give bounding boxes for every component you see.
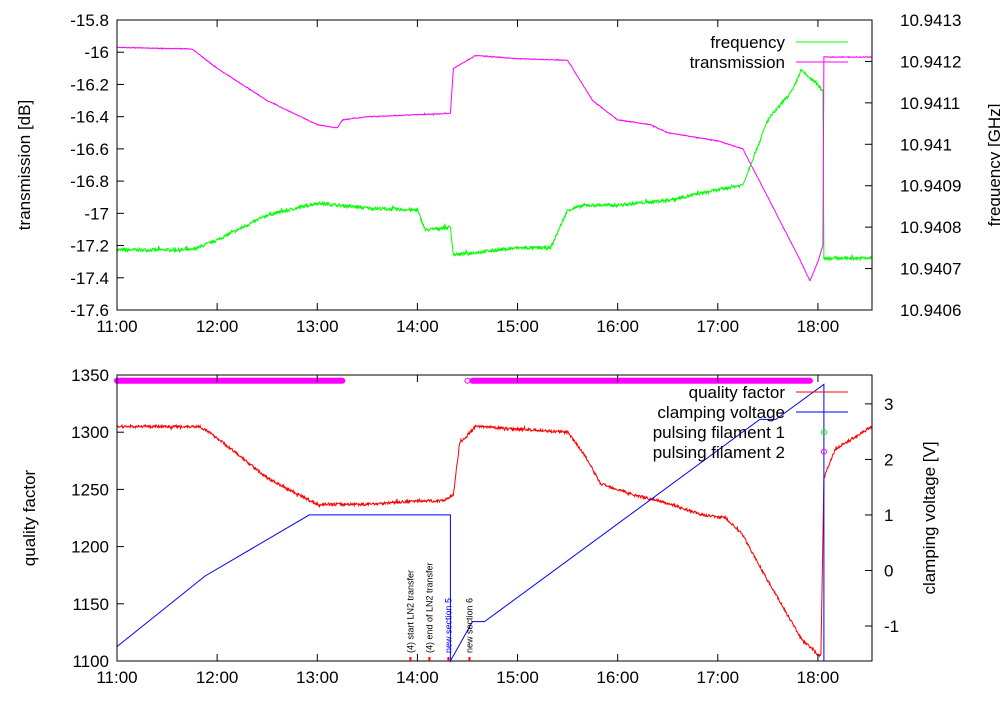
y-tick-label: -16 <box>84 43 109 62</box>
filament-point <box>820 448 827 455</box>
legend-label: pulsing filament 2 <box>653 443 785 462</box>
y-tick-label: -17 <box>84 204 109 223</box>
y-tick-label: -15.8 <box>70 11 109 30</box>
y2-tick-label: 0 <box>884 561 893 580</box>
y-tick-label: -16.4 <box>70 108 109 127</box>
legend-label: frequency <box>710 33 785 52</box>
y2-tick-label: 3 <box>884 395 893 414</box>
y-tick-label: 1250 <box>71 480 109 499</box>
x-tick-label: 17:00 <box>697 317 740 336</box>
filament-point <box>464 377 471 384</box>
x-tick-label: 11:00 <box>96 668 137 687</box>
y-tick-label: -17.4 <box>70 269 109 288</box>
y-tick-label: 1350 <box>71 366 109 385</box>
legend-label: transmission <box>690 53 785 72</box>
y2-tick-label: 10.9406 <box>900 301 961 320</box>
y-tick-label: -16.2 <box>70 75 109 94</box>
x-tick-label: 15:00 <box>496 668 539 687</box>
y2-axis-label: clamping voltage [V] <box>920 441 939 594</box>
annotation-label: new section 5 <box>443 598 453 653</box>
y-tick-label: -17.6 <box>70 301 109 320</box>
plot-frame <box>116 19 873 311</box>
x-tick-label: 18:00 <box>797 668 840 687</box>
annotation-label: (4) end of LN2 transfer <box>424 562 434 653</box>
y2-tick-label: 10.9409 <box>900 177 961 196</box>
y2-tick-label: 10.9408 <box>900 218 961 237</box>
annotation-label: (4) start LN2 transfer <box>405 570 415 653</box>
plot-frame <box>116 374 873 662</box>
y-tick-label: 1300 <box>71 423 109 442</box>
y-tick-label: -17.2 <box>70 237 109 256</box>
y2-tick-label: 10.9411 <box>900 94 960 113</box>
x-tick-label: 13:00 <box>296 668 339 687</box>
series-line-quality-factor <box>116 423 873 658</box>
filament-point <box>820 429 827 436</box>
y-tick-label: 1200 <box>71 538 109 557</box>
legend-label: clamping voltage <box>657 403 785 422</box>
y2-tick-label: -1 <box>884 617 899 636</box>
legend-label: quality factor <box>689 383 786 402</box>
y-tick-label: 1100 <box>72 652 109 671</box>
y2-tick-label: 2 <box>884 450 893 469</box>
y2-tick-label: 10.9407 <box>900 260 961 279</box>
series-line-transmission <box>116 46 872 282</box>
x-tick-label: 14:00 <box>396 317 439 336</box>
y-tick-label: 1150 <box>72 595 109 614</box>
x-tick-label: 17:00 <box>697 668 740 687</box>
y-tick-label: -16.6 <box>70 140 109 159</box>
x-tick-label: 16:00 <box>596 668 639 687</box>
x-tick-label: 14:00 <box>396 668 439 687</box>
x-tick-label: 16:00 <box>596 317 639 336</box>
y2-tick-label: 10.941 <box>900 135 952 154</box>
y2-tick-label: 10.9412 <box>900 52 961 71</box>
x-tick-label: 12:00 <box>196 668 239 687</box>
y-axis-label: quality factor <box>20 469 39 566</box>
x-tick-label: 15:00 <box>496 317 539 336</box>
x-tick-label: 11:00 <box>96 317 137 336</box>
series-line-frequency <box>116 68 873 262</box>
y-axis-label: transmission [dB] <box>15 100 34 230</box>
y2-tick-label: 1 <box>884 506 893 525</box>
y-tick-label: -16.8 <box>70 172 109 191</box>
x-tick-label: 13:00 <box>296 317 339 336</box>
annotation-label: new section 6 <box>464 598 474 653</box>
legend-label: pulsing filament 1 <box>653 423 785 442</box>
y2-tick-label: 10.9413 <box>900 11 961 30</box>
series-line-clamping-voltage <box>116 383 825 663</box>
x-tick-label: 12:00 <box>196 317 239 336</box>
panel-1: 11:00 12:00 13:00 14:00 15:00 16:00 17:00 18:00… <box>15 11 1000 336</box>
y2-axis-label: frequency [GHz] <box>985 104 1000 227</box>
panel-2: 11:00 12:00 13:00 14:00 15:00 16:00 17:00 18:00… <box>20 366 939 687</box>
x-tick-label: 18:00 <box>797 317 840 336</box>
